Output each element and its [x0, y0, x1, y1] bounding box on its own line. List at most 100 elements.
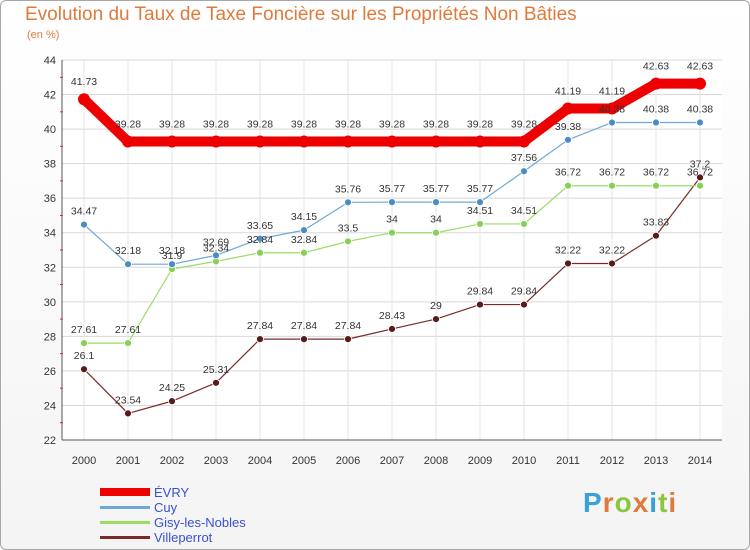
y-tick-label: 22 — [44, 435, 56, 447]
data-label-cuy: 39.38 — [555, 121, 581, 133]
y-tick-label: 24 — [44, 400, 56, 412]
data-point-gisy-les-nobles — [520, 220, 528, 228]
data-label-villeperrot: 29.84 — [511, 286, 537, 298]
data-label-gisy-les-nobles: 36.72 — [687, 167, 713, 179]
data-point-vry — [254, 135, 266, 148]
data-label-vry: 42.63 — [643, 61, 669, 73]
legend-swatch-evry — [100, 488, 150, 496]
data-point-gisy-les-nobles — [476, 220, 484, 228]
y-tick-label: 28 — [44, 331, 56, 343]
data-label-gisy-les-nobles: 27.61 — [115, 324, 141, 336]
data-point-gisy-les-nobles — [652, 181, 660, 190]
data-point-villeperrot — [80, 365, 88, 374]
data-label-villeperrot: 32.22 — [599, 244, 625, 256]
data-label-gisy-les-nobles: 36.72 — [643, 167, 669, 179]
data-point-villeperrot — [432, 315, 440, 323]
data-point-vry — [210, 135, 222, 148]
data-label-villeperrot: 29.84 — [467, 286, 493, 298]
data-label-villeperrot: 23.54 — [115, 394, 141, 406]
legend-label-gisy: Gisy-les-Nobles — [154, 515, 246, 530]
y-tick-label: 38 — [44, 159, 56, 171]
data-point-villeperrot — [212, 378, 220, 387]
chart-subtitle: (en %) — [27, 29, 60, 41]
data-point-villeperrot — [256, 335, 264, 344]
data-point-gisy-les-nobles — [432, 228, 440, 237]
data-label-vry: 41.19 — [555, 86, 581, 98]
data-label-gisy-les-nobles: 32.84 — [291, 234, 317, 246]
data-point-vry — [298, 135, 310, 148]
data-label-vry: 39.28 — [115, 119, 141, 131]
x-tick-label: 2003 — [204, 455, 228, 467]
x-tick-label: 2008 — [424, 455, 448, 467]
data-point-gisy-les-nobles — [344, 237, 352, 246]
data-label-villeperrot: 29 — [430, 300, 442, 312]
x-tick-label: 2010 — [512, 455, 536, 467]
data-label-vry: 39.28 — [511, 119, 537, 131]
data-label-gisy-les-nobles: 34.51 — [511, 205, 537, 217]
data-point-cuy — [388, 198, 396, 207]
data-point-cuy — [124, 260, 132, 269]
data-point-cuy — [432, 198, 440, 207]
legend-label-villeperrot: Villeperrot — [154, 530, 213, 545]
data-point-vry — [694, 77, 706, 90]
data-label-vry: 39.28 — [423, 119, 449, 131]
data-point-vry — [342, 135, 354, 148]
data-point-villeperrot — [344, 335, 352, 344]
logo-letter: o — [614, 487, 633, 518]
data-point-vry — [386, 135, 398, 148]
data-label-vry: 39.28 — [379, 119, 405, 131]
y-tick-label: 40 — [44, 124, 56, 136]
data-point-villeperrot — [300, 335, 308, 344]
data-label-gisy-les-nobles: 32.84 — [247, 234, 273, 246]
data-label-vry: 39.28 — [159, 119, 185, 131]
data-label-cuy: 40.38 — [599, 104, 625, 116]
y-tick-label: 30 — [44, 297, 56, 309]
y-tick-label: 36 — [44, 193, 56, 205]
data-label-villeperrot: 33.83 — [643, 217, 669, 229]
data-label-cuy: 34.47 — [71, 206, 97, 218]
data-label-vry: 42.63 — [687, 61, 713, 73]
x-tick-label: 2002 — [160, 455, 184, 467]
legend-label-cuy: Cuy — [154, 500, 178, 515]
data-label-cuy: 33.65 — [247, 220, 273, 232]
data-label-villeperrot: 26.1 — [74, 350, 95, 362]
data-label-gisy-les-nobles: 34 — [386, 214, 398, 226]
data-point-gisy-les-nobles — [388, 228, 396, 237]
data-label-gisy-les-nobles: 36.72 — [555, 167, 581, 179]
data-label-cuy: 35.77 — [467, 183, 493, 195]
logo-letter: P — [583, 487, 603, 518]
y-tick-label: 26 — [44, 366, 56, 378]
data-label-villeperrot: 27.84 — [335, 320, 361, 332]
data-point-villeperrot — [652, 231, 660, 240]
x-tick-label: 2007 — [380, 455, 404, 467]
data-point-villeperrot — [696, 173, 704, 182]
data-point-gisy-les-nobles — [256, 248, 264, 257]
y-tick-label: 44 — [44, 55, 56, 67]
data-point-cuy — [652, 118, 660, 127]
data-label-villeperrot: 27.84 — [291, 320, 317, 332]
data-label-gisy-les-nobles: 34.51 — [467, 205, 493, 217]
data-label-vry: 39.28 — [203, 119, 229, 131]
data-point-cuy — [344, 198, 352, 207]
data-point-cuy — [168, 260, 176, 269]
data-label-vry: 39.28 — [335, 119, 361, 131]
data-label-cuy: 32.18 — [115, 245, 141, 257]
legend-label-evry: ÉVRY — [154, 485, 190, 500]
data-label-villeperrot: 27.84 — [247, 320, 273, 332]
data-label-vry: 39.28 — [291, 119, 317, 131]
data-label-villeperrot: 24.25 — [159, 382, 185, 394]
data-point-cuy — [696, 118, 704, 127]
data-label-gisy-les-nobles: 34 — [430, 214, 442, 226]
data-label-vry: 39.28 — [467, 119, 493, 131]
x-tick-label: 2009 — [468, 455, 492, 467]
data-point-villeperrot — [168, 397, 176, 406]
legend-swatch-villeperrot — [100, 536, 150, 539]
data-point-vry — [78, 93, 90, 106]
data-label-cuy: 32.69 — [203, 236, 229, 248]
data-point-vry — [474, 135, 486, 148]
data-point-cuy — [256, 234, 264, 243]
data-point-gisy-les-nobles — [564, 181, 572, 190]
data-point-gisy-les-nobles — [300, 248, 308, 257]
data-label-cuy: 40.38 — [687, 104, 713, 116]
